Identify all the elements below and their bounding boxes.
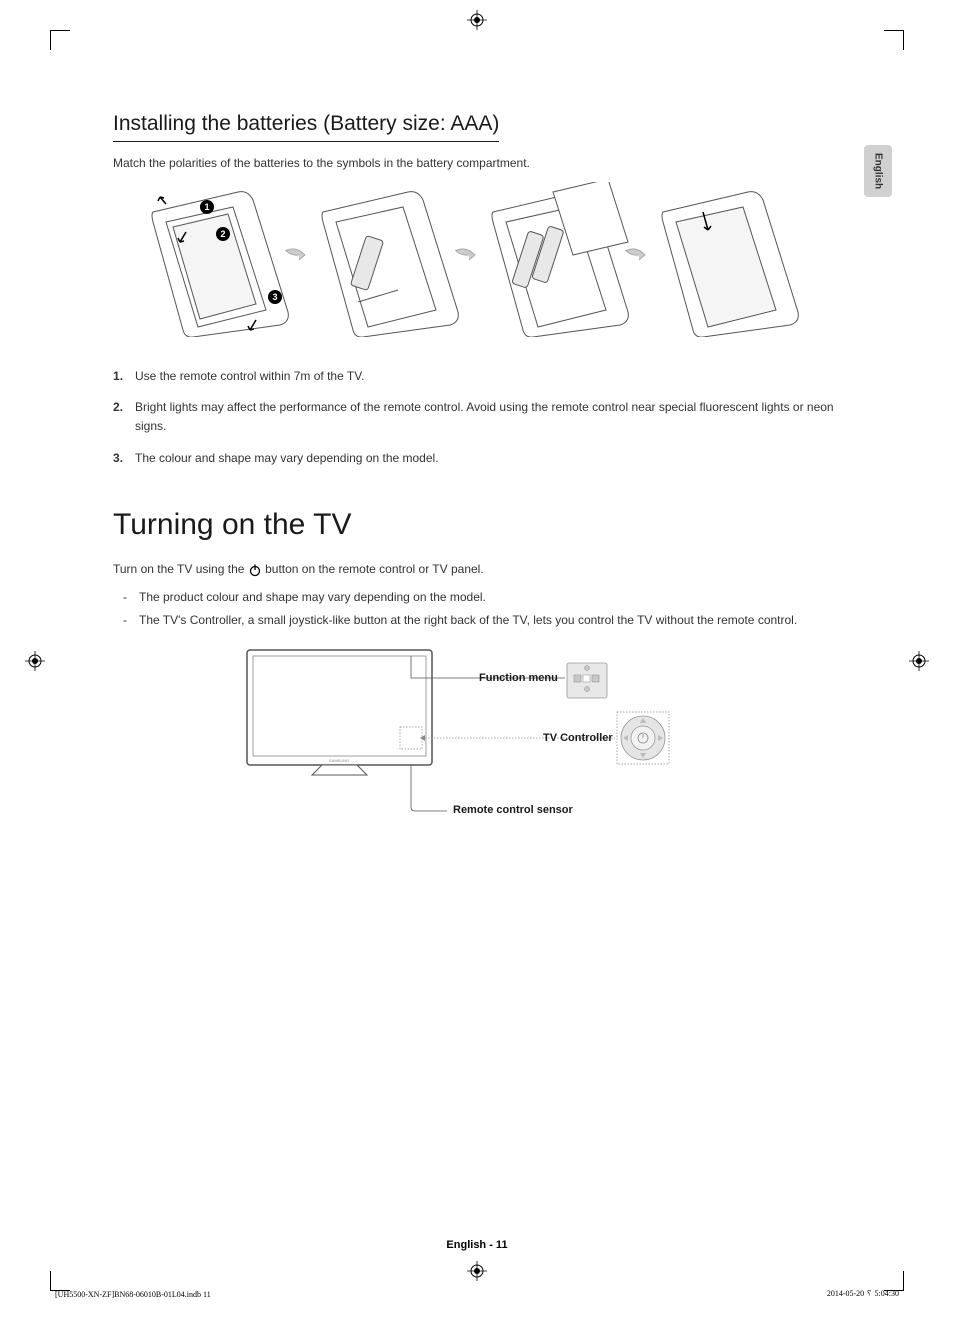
note-item: Bright lights may affect the performance… <box>113 398 841 436</box>
crop-mark <box>50 1271 51 1291</box>
arrow-right-icon <box>621 242 647 268</box>
note-item: The colour and shape may vary depending … <box>113 449 841 468</box>
label-remote-sensor: Remote control sensor <box>453 804 573 816</box>
step-badge-1: 1 <box>200 200 214 214</box>
language-label: English <box>873 153 884 189</box>
registration-mark-icon <box>25 651 45 671</box>
page-footer: English - 11 <box>446 1239 507 1251</box>
registration-mark-icon <box>909 651 929 671</box>
print-info-right: 2014-05-20 ␦ 5:04:30 <box>827 1289 899 1299</box>
label-tv-controller: TV Controller <box>543 732 613 744</box>
turn-on-bullets: The product colour and shape may vary de… <box>123 588 841 630</box>
step-badge-3: 3 <box>268 290 282 304</box>
crop-mark <box>50 30 70 31</box>
crop-mark <box>903 1271 904 1291</box>
diagram-step-3 <box>478 182 633 337</box>
step-badge-2: 2 <box>216 227 230 241</box>
battery-install-diagram: 1 2 3 <box>138 182 841 342</box>
svg-text:SAMSUNG: SAMSUNG <box>329 758 349 763</box>
crop-mark <box>884 30 904 31</box>
power-icon <box>248 563 262 577</box>
tv-controller-diagram: SAMSUNG <box>237 645 717 835</box>
bullet-item: The TV's Controller, a small joystick-li… <box>123 611 841 630</box>
arrow-right-icon <box>451 242 477 268</box>
crop-mark <box>903 30 904 50</box>
battery-notes-list: Use the remote control within 7m of the … <box>113 367 841 468</box>
section-title-turning-on: Turning on the TV <box>113 508 841 542</box>
registration-mark-icon <box>467 10 487 30</box>
intro-text-before: Turn on the TV using the <box>113 562 248 576</box>
turn-on-intro: Turn on the TV using the button on the r… <box>113 560 841 578</box>
diagram-step-4 <box>648 182 803 337</box>
bullet-item: The product colour and shape may vary de… <box>123 588 841 607</box>
note-item: Use the remote control within 7m of the … <box>113 367 841 386</box>
label-function-menu: Function menu <box>479 672 558 684</box>
language-tab: English <box>864 145 892 197</box>
intro-text-after: button on the remote control or TV panel… <box>265 562 484 576</box>
print-info-left: [UH5500-XN-ZF]BN68-06010B-01L04.indb 11 <box>55 1290 211 1299</box>
diagram-step-2 <box>308 182 463 337</box>
registration-mark-icon <box>467 1261 487 1281</box>
section-title-batteries: Installing the batteries (Battery size: … <box>113 112 499 142</box>
page-content: Installing the batteries (Battery size: … <box>113 112 841 835</box>
section-intro-batteries: Match the polarities of the batteries to… <box>113 154 841 172</box>
crop-mark <box>50 30 51 50</box>
arrow-right-icon <box>281 242 307 268</box>
diagram-step-1: 1 2 3 <box>138 182 293 337</box>
